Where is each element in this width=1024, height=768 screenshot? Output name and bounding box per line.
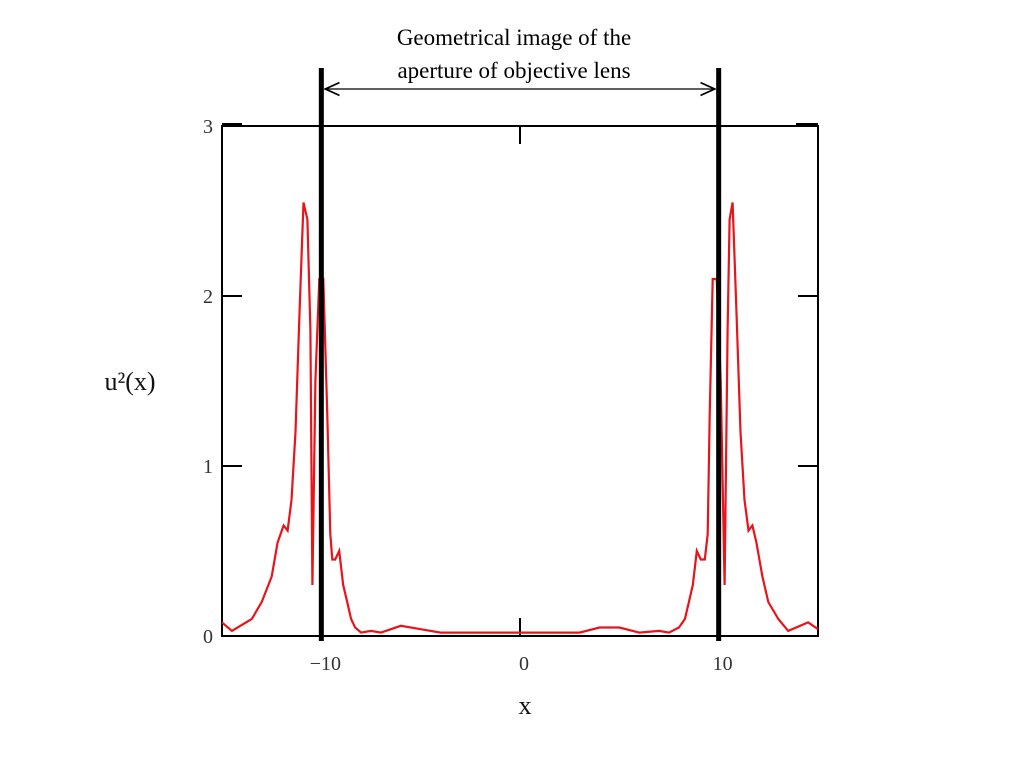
series-layer: [221, 202, 819, 634]
y-tick-label: 2: [203, 286, 213, 308]
tick-labels: 0 1 2 3 −10 0 10: [203, 116, 733, 675]
y-axis-label: u²(x): [104, 367, 155, 396]
annotation-line-1: Geometrical image of the: [397, 25, 631, 50]
x-axis-label: x: [519, 691, 532, 720]
y-tick-label: 3: [203, 116, 213, 138]
x-tick-label: −10: [310, 653, 341, 675]
series-line: [221, 202, 819, 634]
y-tick-label: 1: [203, 456, 213, 478]
y-tick-label: 0: [203, 626, 213, 648]
annotation-line-2: aperture of objective lens: [397, 58, 630, 83]
aperture-markers: [318, 68, 722, 641]
x-tick-label: 0: [519, 653, 529, 675]
x-tick-label: 10: [713, 653, 733, 675]
